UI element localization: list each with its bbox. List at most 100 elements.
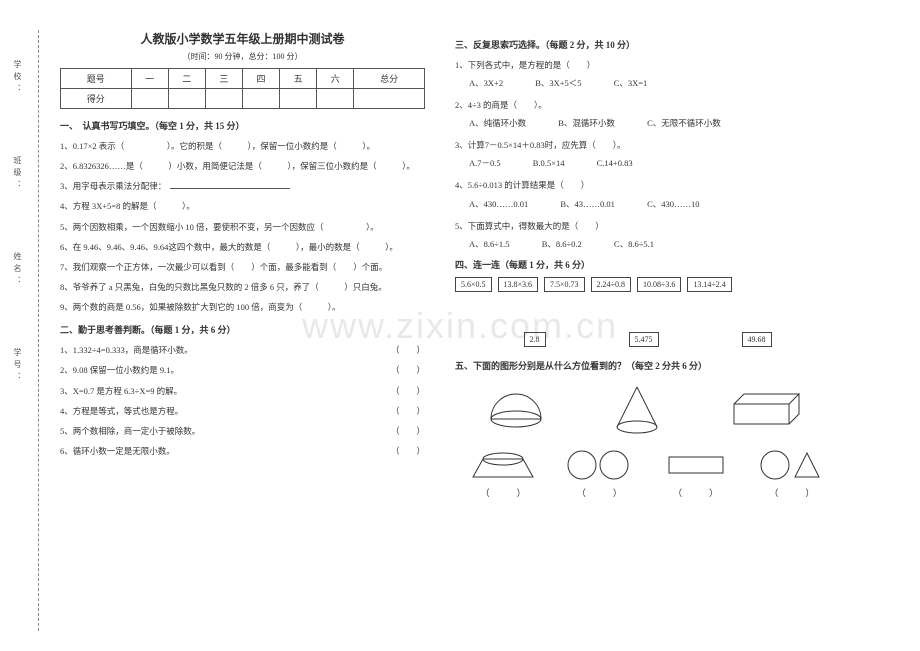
score-h2: 二: [168, 69, 205, 89]
s2-q3: 3、X=0.7 是方程 6.3÷X=9 的解。 （ ）: [60, 383, 425, 399]
judge-paren: （ ）: [391, 443, 425, 459]
s3-q1-opts: A、3X+2 B、3X+5＜5 C、3X=1: [469, 77, 840, 89]
s3-q5-c: C、8.6÷5.1: [614, 238, 654, 250]
shapes-3d-row: [455, 382, 840, 437]
s3-q3-a: A.7－0.5: [469, 157, 501, 169]
s2-q6: 6、循环小数一定是无限小数。 （ ）: [60, 443, 425, 459]
match-top-3: 2.24÷0.8: [591, 277, 631, 292]
score-value-row: 得分: [61, 89, 425, 109]
hemisphere-icon: [486, 384, 546, 434]
s3-q1: 1、下列各式中，是方程的是（ ）: [455, 57, 840, 73]
section2-head: 二、勤于思考善判断。（每题 1 分，共 6 分）: [60, 323, 425, 336]
s3-q3-opts: A.7－0.5 B.0.5×14 C.14+0.83: [469, 157, 840, 169]
s3-q4: 4、5.6÷0.013 的计算结果是（ ）: [455, 177, 840, 193]
cuboid-icon: [729, 389, 809, 429]
match-top-0: 5.6×0.5: [455, 277, 492, 292]
section1-head: 一、 认真书写巧填空。（每空 1 分，共 15 分）: [60, 119, 425, 132]
match-top-4: 10.08÷3.6: [637, 277, 681, 292]
judge-paren: （ ）: [391, 342, 425, 358]
match-top-2: 7.5×0.73: [544, 277, 585, 292]
s3-q5-a: A、8.6÷1.5: [469, 238, 510, 250]
match-top-row: 5.6×0.5 13.8×3.6 7.5×0.73 2.24÷0.8 10.08…: [455, 277, 840, 292]
match-top-5: 13.14÷2.4: [687, 277, 731, 292]
match-bot-0: 2.8: [524, 332, 546, 347]
s1-q9: 9、两个数的商是 0.56，如果被除数扩大到它的 100 倍，商变为（ ）。: [60, 299, 425, 315]
view-group-2: （ ）: [564, 447, 634, 499]
view4-paren: （ ）: [757, 486, 827, 499]
score-h3: 三: [205, 69, 242, 89]
s2-q2-text: 2、9.08 保留一位小数约是 9.1。: [60, 365, 179, 375]
right-column: 三、反复思索巧选择。（每题 2 分，共 10 分） 1、下列各式中，是方程的是（…: [440, 30, 840, 509]
score-row-label: 得分: [61, 89, 132, 109]
s2-q4-text: 4、方程是等式，等式也是方程。: [60, 406, 183, 416]
score-h7: 总分: [354, 69, 425, 89]
score-c3: [205, 89, 242, 109]
s3-q4-opts: A、430……0.01 B、43……0.01 C、430……10: [469, 198, 840, 210]
view1-paren: （ ）: [468, 486, 538, 499]
s1-q8: 8、爷爷养了 a 只黑兔，白兔的只数比黑兔只数的 2 倍多 6 只，养了（ ）只…: [60, 279, 425, 295]
s2-q3-text: 3、X=0.7 是方程 6.3÷X=9 的解。: [60, 386, 182, 396]
section5-head: 五、下面的图形分别是从什么方位看到的？（每空 2 分共 6 分）: [455, 359, 840, 372]
page-container: 人教版小学数学五年级上册期中测试卷 （时间：90 分钟，总分：100 分） 题号…: [0, 0, 920, 529]
score-c6: [317, 89, 354, 109]
s2-q5-text: 5、两个数相除，商一定小于被除数。: [60, 426, 200, 436]
judge-paren: （ ）: [391, 383, 425, 399]
s3-q4-a: A、430……0.01: [469, 198, 528, 210]
view-group-3: （ ）: [661, 447, 731, 499]
judge-paren: （ ）: [391, 423, 425, 439]
section4-head: 四、连一连（每题 1 分，共 6 分）: [455, 258, 840, 271]
s2-q2: 2、9.08 保留一位小数约是 9.1。 （ ）: [60, 362, 425, 378]
s3-q2-c: C、无限不循环小数: [647, 117, 721, 129]
score-c2: [168, 89, 205, 109]
view3-icon: [661, 447, 731, 482]
score-table: 题号 一 二 三 四 五 六 总分 得分: [60, 68, 425, 109]
score-h4: 四: [242, 69, 279, 89]
s3-q5-opts: A、8.6÷1.5 B、8.6÷0.2 C、8.6÷5.1: [469, 238, 840, 250]
s3-q5: 5、下面算式中，得数最大的是（ ）: [455, 218, 840, 234]
score-c1: [131, 89, 168, 109]
s1-q3: 3、用字母表示乘法分配律：: [60, 178, 425, 194]
match-gap: [455, 298, 840, 326]
exam-title: 人教版小学数学五年级上册期中测试卷: [60, 30, 425, 47]
s3-q2: 2、4÷3 的商是（ ）。: [455, 97, 840, 113]
judge-paren: （ ）: [391, 362, 425, 378]
s2-q1: 1、1.332÷4=0.333，商是循环小数。 （ ）: [60, 342, 425, 358]
s3-q3-b: B.0.5×14: [533, 158, 565, 168]
score-h1: 一: [131, 69, 168, 89]
s3-q5-b: B、8.6÷0.2: [542, 238, 582, 250]
score-c7: [354, 89, 425, 109]
s3-q2-b: B、混循环小数: [558, 117, 615, 129]
s1-q6: 6、在 9.46、9.46、9.46、9.64这四个数中，最大的数是（ ），最小…: [60, 239, 425, 255]
s2-q4: 4、方程是等式，等式也是方程。 （ ）: [60, 403, 425, 419]
cone-icon: [607, 382, 667, 437]
view2-icon: [564, 447, 634, 482]
s1-q7: 7、我们观察一个正方体，一次最少可以看到（ ）个面，最多能看到（ ）个面。: [60, 259, 425, 275]
s1-q3-blank: [170, 188, 290, 189]
view-group-4: （ ）: [757, 447, 827, 499]
s2-q6-text: 6、循环小数一定是无限小数。: [60, 446, 175, 456]
s3-q1-a: A、3X+2: [469, 77, 503, 89]
left-column: 人教版小学数学五年级上册期中测试卷 （时间：90 分钟，总分：100 分） 题号…: [30, 30, 440, 509]
s1-q3-text: 3、用字母表示乘法分配律：: [60, 181, 166, 191]
match-bot-1: 5.475: [629, 332, 659, 347]
s3-q1-c: C、3X=1: [614, 77, 648, 89]
score-c4: [242, 89, 279, 109]
score-header-row: 题号 一 二 三 四 五 六 总分: [61, 69, 425, 89]
view4-icon: [757, 447, 827, 482]
s3-q3-c: C.14+0.83: [597, 158, 633, 168]
s3-q1-b: B、3X+5＜5: [535, 77, 581, 89]
s2-q1-text: 1、1.332÷4=0.333，商是循环小数。: [60, 345, 193, 355]
s1-q2: 2、6.8326326……是（ ）小数，用简便记法是（ ），保留三位小数约是（ …: [60, 158, 425, 174]
score-h0: 题号: [61, 69, 132, 89]
shapes-views-row: （ ） （ ） （ ） （ ）: [455, 447, 840, 499]
exam-subtitle: （时间：90 分钟，总分：100 分）: [60, 51, 425, 62]
judge-paren: （ ）: [391, 403, 425, 419]
view2-paren: （ ）: [564, 486, 634, 499]
s3-q3: 3、计算7－0.5×14＋0.83时，应先算（ ）。: [455, 137, 840, 153]
view-group-1: （ ）: [468, 447, 538, 499]
s1-q4: 4、方程 3X+5=8 的解是（ ）。: [60, 198, 425, 214]
s2-q5: 5、两个数相除，商一定小于被除数。 （ ）: [60, 423, 425, 439]
s1-q5: 5、两个因数相乘，一个因数缩小 10 倍，要使积不变，另一个因数应（ ）。: [60, 219, 425, 235]
score-h5: 五: [280, 69, 317, 89]
score-h6: 六: [317, 69, 354, 89]
